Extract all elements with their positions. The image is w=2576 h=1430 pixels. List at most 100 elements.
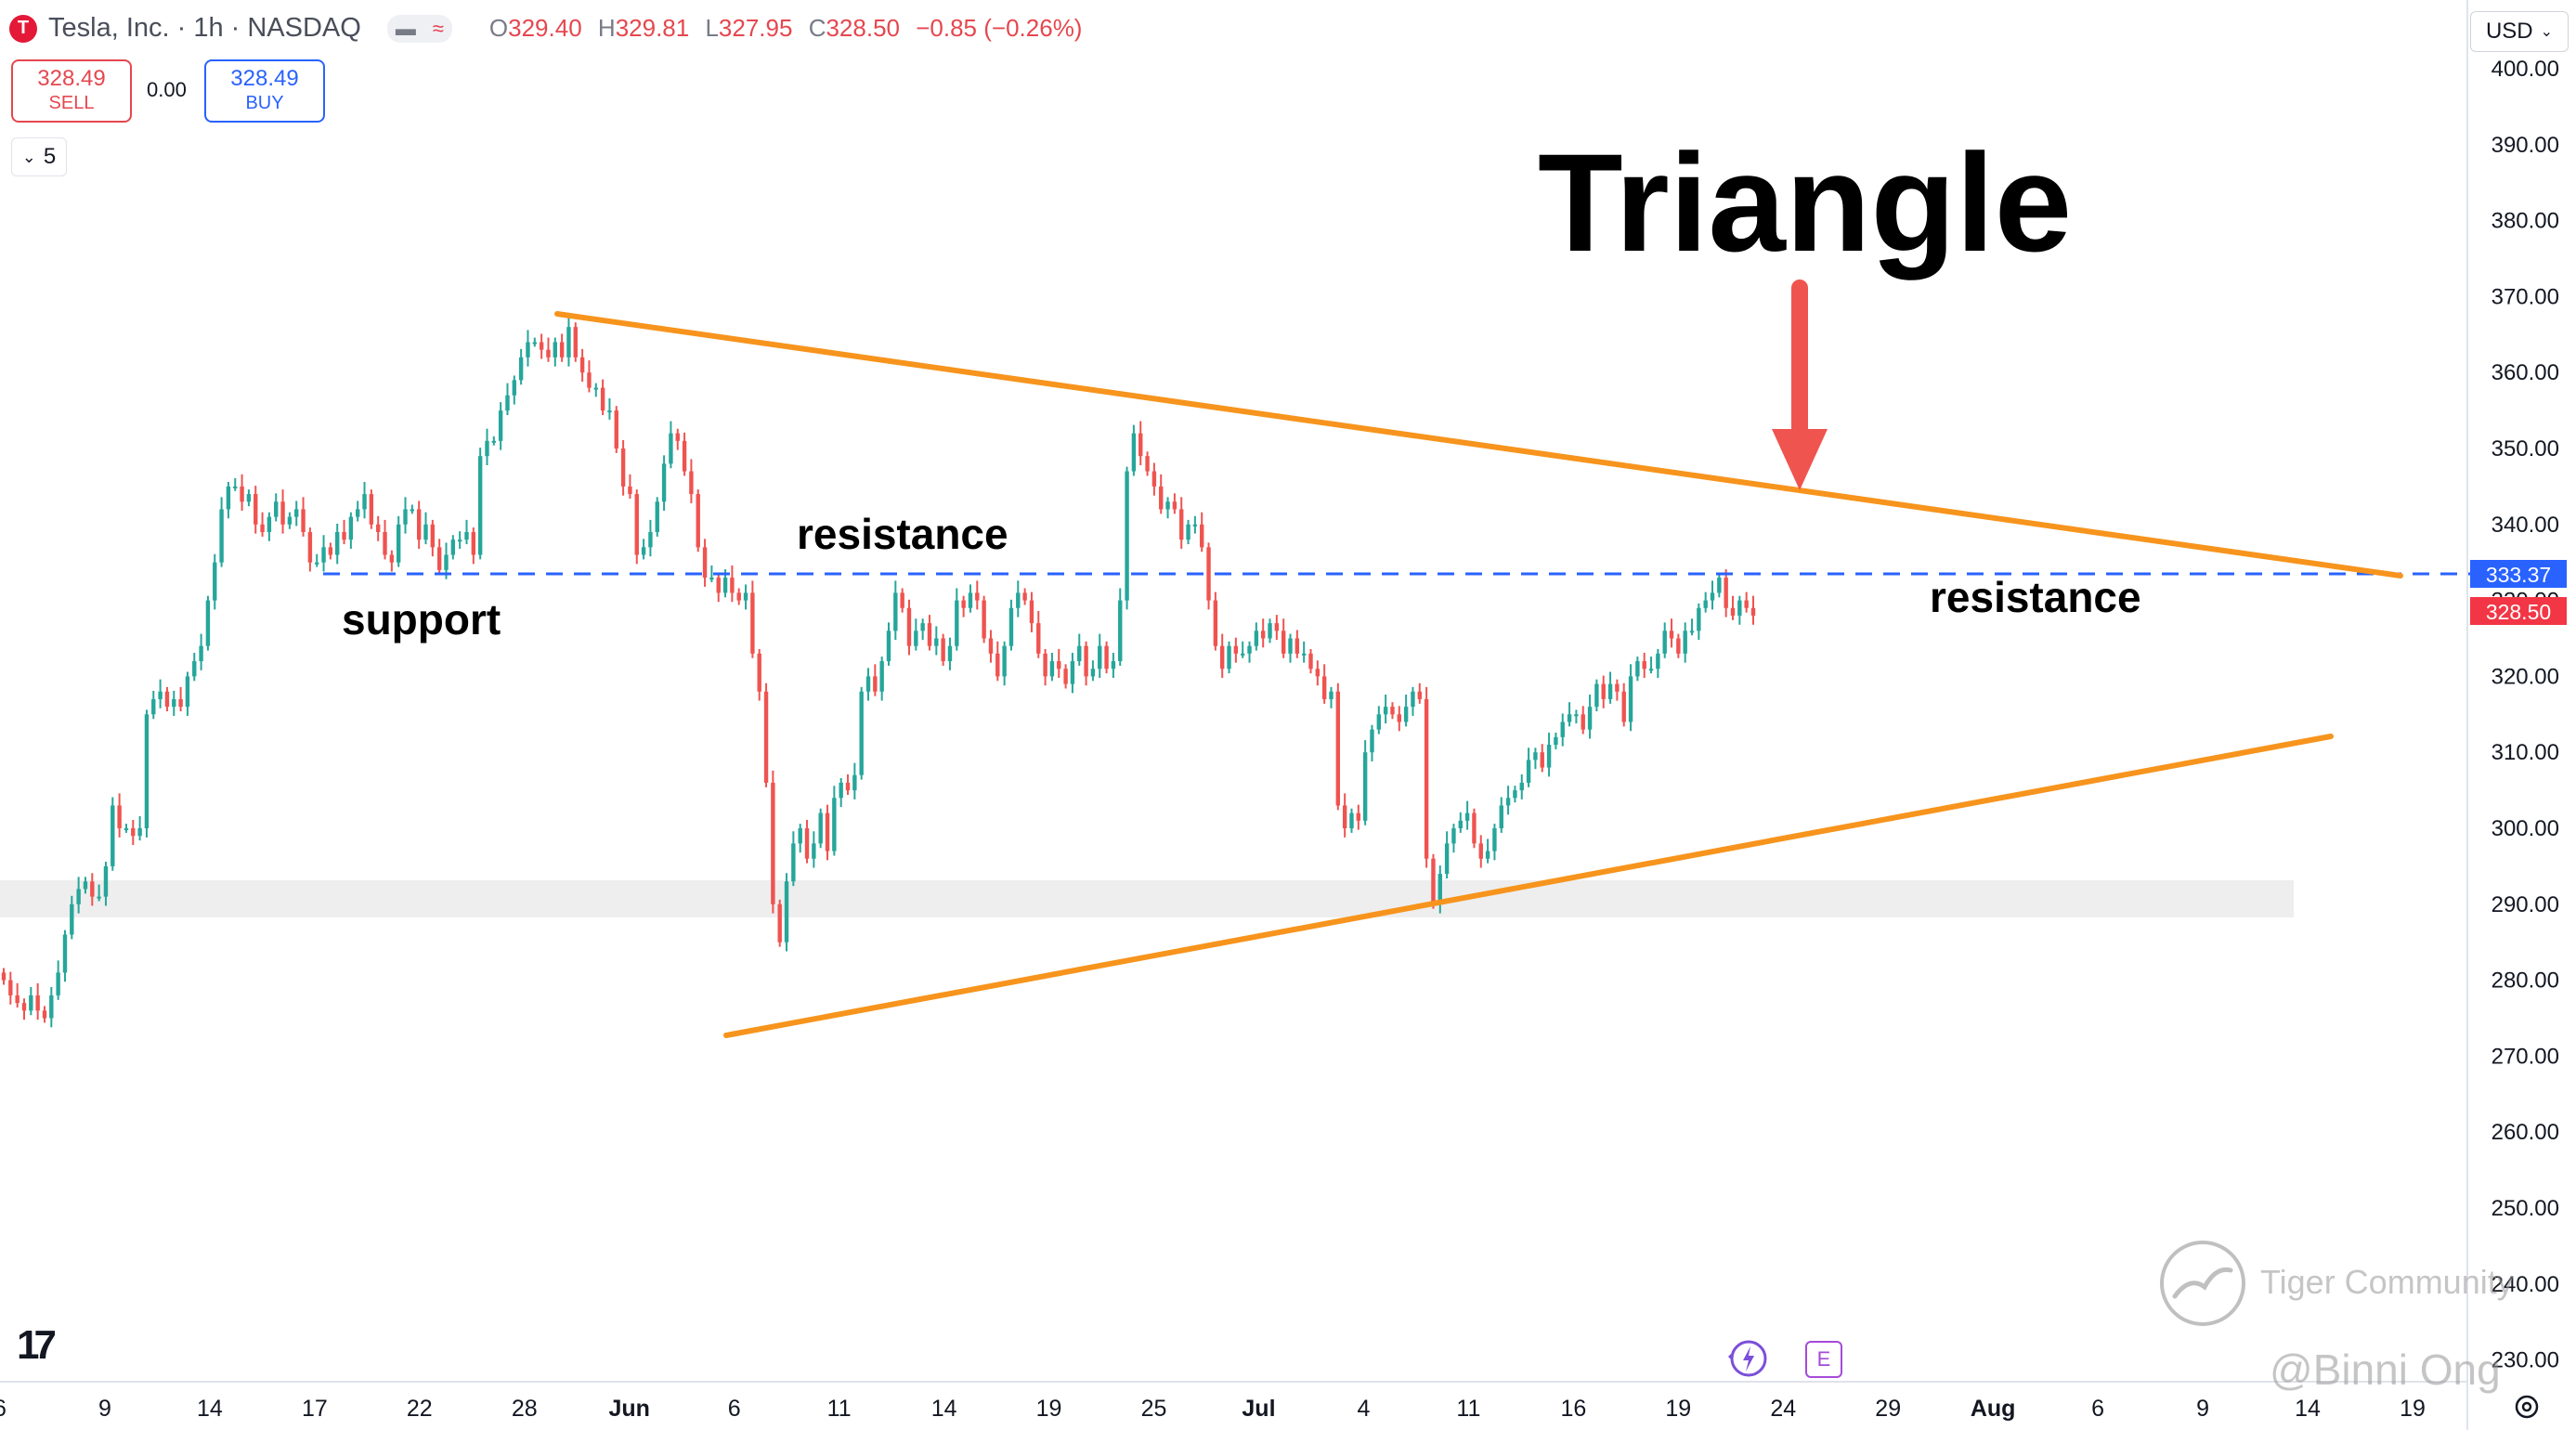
candle xyxy=(1138,421,1143,465)
candle xyxy=(1295,630,1300,658)
candle xyxy=(1036,611,1041,658)
time-tick-label: 9 xyxy=(2196,1396,2209,1422)
candle xyxy=(369,489,374,529)
watermark-community: Tiger Community xyxy=(2260,1263,2514,1301)
candle xyxy=(675,428,680,450)
candle xyxy=(410,504,415,514)
candle xyxy=(1717,573,1722,598)
candle xyxy=(1111,653,1116,679)
currency-select[interactable]: USD ⌄ xyxy=(2470,11,2569,52)
candle xyxy=(661,455,667,512)
time-tick-label: 9 xyxy=(98,1396,111,1422)
buy-button[interactable]: 328.49 BUY xyxy=(204,59,325,123)
candle xyxy=(859,686,864,780)
candle xyxy=(485,428,489,465)
earnings-event-badge[interactable]: E xyxy=(1805,1341,1842,1378)
candle xyxy=(1342,793,1347,838)
candle xyxy=(205,595,211,651)
candle xyxy=(124,824,129,833)
candle xyxy=(213,553,217,610)
time-tick-label: 24 xyxy=(1770,1396,1796,1422)
candle xyxy=(76,877,81,914)
candle xyxy=(1424,686,1429,868)
candle xyxy=(1213,592,1218,651)
time-tick-label: 14 xyxy=(2295,1396,2321,1422)
annotation-resistance-left: resistance xyxy=(797,510,1008,558)
candle xyxy=(267,512,272,541)
sell-button[interactable]: 328.49 SELL xyxy=(11,59,132,123)
candle xyxy=(845,774,851,796)
price-tick-label: 360.00 xyxy=(2491,360,2559,385)
time-tick-label: 16 xyxy=(1560,1396,1586,1422)
price-tick-label: 340.00 xyxy=(2491,513,2559,538)
candle xyxy=(137,815,142,841)
candle xyxy=(1090,660,1096,682)
candle xyxy=(804,820,810,864)
symbol-title[interactable]: Tesla, Inc. · 1h · NASDAQ xyxy=(48,13,361,43)
tradingview-logo-icon[interactable]: 17 xyxy=(17,1322,57,1368)
buy-price: 328.49 xyxy=(230,66,299,91)
candle xyxy=(682,432,687,476)
candle xyxy=(1125,466,1129,610)
candle xyxy=(696,489,700,552)
candle xyxy=(1546,732,1552,777)
candle xyxy=(226,481,231,519)
candle xyxy=(526,330,530,367)
candle xyxy=(961,595,966,618)
candle xyxy=(1724,569,1728,618)
approx-icon[interactable]: ≈ xyxy=(423,14,452,43)
candle xyxy=(1403,695,1409,727)
annotation-triangle-title: Triangle xyxy=(1538,124,2073,280)
candle xyxy=(254,486,258,534)
candle xyxy=(450,535,456,560)
candle xyxy=(62,930,68,982)
candle xyxy=(750,580,755,658)
price-tick-label: 250.00 xyxy=(2491,1196,2559,1221)
candle xyxy=(1370,724,1374,762)
minus-icon[interactable]: ▬ xyxy=(386,14,424,43)
candle xyxy=(832,786,837,856)
candle xyxy=(1186,519,1190,545)
time-tick-label: 11 xyxy=(827,1396,852,1422)
candle xyxy=(736,588,741,605)
candle xyxy=(1200,512,1204,552)
candle xyxy=(995,641,1000,682)
time-tick-label: 14 xyxy=(197,1396,223,1422)
candle xyxy=(1192,515,1198,534)
candle xyxy=(307,527,313,572)
candle xyxy=(1104,641,1109,674)
candle xyxy=(1057,648,1061,679)
level-price-text: 333.37 xyxy=(2486,563,2551,587)
price-axis[interactable]: 400.00 390.00 380.00 370.00 360.00 350.00 340.… xyxy=(2491,57,2559,1373)
candle xyxy=(620,440,626,496)
time-axis[interactable]: 6 9 14 17 22 28 Jun 6 11 14 19 25 Jul 4 11 16 19 24 29 Aug 6… xyxy=(0,1396,2426,1422)
indicators-collapse-button[interactable]: ⌄ 5 xyxy=(11,137,67,176)
candle xyxy=(771,770,775,914)
indicator-count: 5 xyxy=(43,144,57,169)
sell-label: SELL xyxy=(48,93,95,113)
settings-gear-icon[interactable] xyxy=(2513,1393,2541,1421)
candle xyxy=(1594,679,1599,712)
candle xyxy=(893,580,898,641)
last-price-text: 328.50 xyxy=(2486,600,2551,624)
watermark-handle: @Binni Ong xyxy=(2270,1346,2501,1394)
candle xyxy=(240,474,244,512)
candle xyxy=(192,653,197,682)
candle xyxy=(1016,580,1021,618)
candle xyxy=(1656,648,1660,679)
candle xyxy=(1145,451,1150,476)
candle xyxy=(518,348,524,385)
candle xyxy=(1043,648,1047,686)
candle xyxy=(628,474,632,499)
candle xyxy=(648,519,653,557)
lightning-event-icon[interactable] xyxy=(1725,1337,1768,1380)
candle xyxy=(49,986,54,1028)
price-tick-label: 240.00 xyxy=(2491,1272,2559,1297)
candle xyxy=(491,436,497,446)
candle xyxy=(1464,800,1470,830)
visibility-toggle[interactable]: ▬ ≈ xyxy=(386,14,452,43)
candle xyxy=(1077,633,1082,666)
candle xyxy=(1607,671,1613,704)
candle xyxy=(321,535,326,572)
